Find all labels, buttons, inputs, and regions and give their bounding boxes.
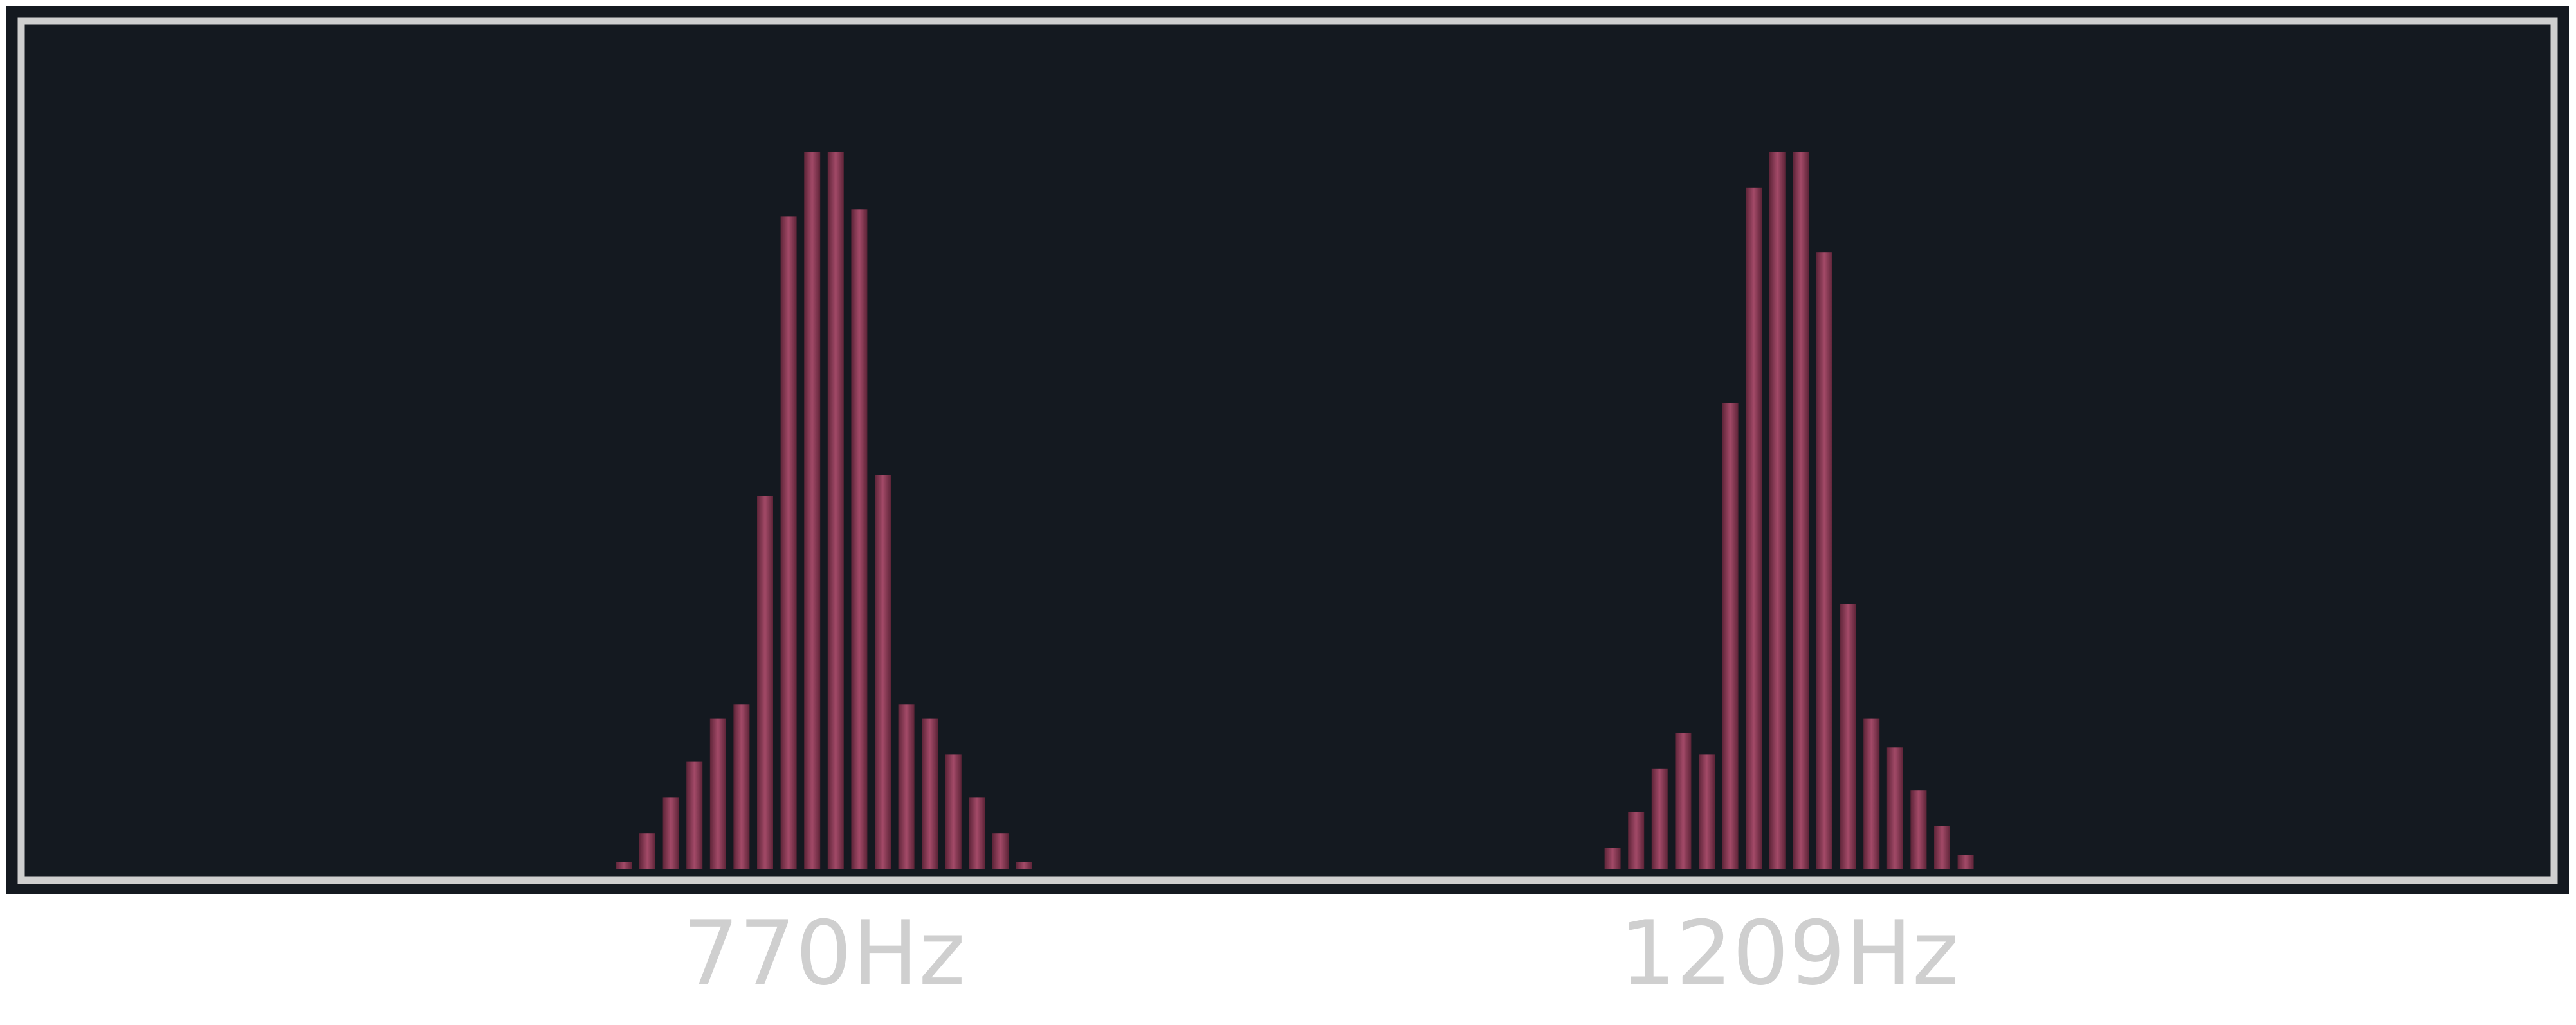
spectrum-bar bbox=[1840, 604, 1856, 869]
spectrum-bar bbox=[1769, 152, 1786, 869]
spectrum-bar bbox=[1746, 187, 1762, 869]
spectrum-bar bbox=[1675, 733, 1692, 869]
spectrum-bar bbox=[1699, 754, 1715, 869]
peak-labels: 770Hz 1209Hz bbox=[682, 902, 1959, 1005]
spectrum-bar bbox=[1934, 826, 1950, 869]
spectrum-bar bbox=[851, 209, 868, 869]
spectrum-bar bbox=[1793, 152, 1809, 869]
spectrum-bar bbox=[709, 718, 726, 869]
spectrum-bar bbox=[827, 152, 844, 869]
peak-frequency-label: 770Hz bbox=[682, 902, 965, 1005]
spectrum-bar bbox=[945, 754, 962, 869]
spectrum-bar bbox=[992, 833, 1009, 869]
spectrum-bar bbox=[757, 496, 773, 869]
spectrum-bar bbox=[1863, 718, 1880, 869]
spectrum-bar bbox=[969, 797, 985, 869]
spectrum-bar bbox=[780, 216, 797, 869]
spectrum-bar bbox=[733, 704, 750, 869]
bars-layer bbox=[616, 152, 1974, 869]
spectrum-bar bbox=[875, 475, 891, 869]
spectrum-bar bbox=[1910, 790, 1927, 869]
spectrum-bar bbox=[639, 833, 655, 869]
spectrum-bar bbox=[922, 718, 938, 869]
spectrum-bar bbox=[616, 862, 632, 869]
spectrum-bar bbox=[662, 797, 679, 869]
spectrum-bar bbox=[686, 761, 703, 869]
spectrum-bar bbox=[898, 704, 915, 869]
spectrum-bar bbox=[1016, 862, 1032, 869]
spectrum-bar bbox=[1816, 252, 1832, 869]
spectrum-bar bbox=[804, 152, 821, 869]
spectrum-bar bbox=[1957, 855, 1974, 869]
peak-frequency-label: 1209Hz bbox=[1620, 902, 1959, 1005]
spectrum-bar bbox=[1886, 747, 1903, 869]
spectrum-bar bbox=[1722, 403, 1739, 869]
plot-area-border bbox=[17, 17, 2558, 884]
spectrum-bar bbox=[1604, 848, 1621, 869]
spectrum-bar bbox=[1651, 768, 1668, 869]
spectrum-bar bbox=[1628, 812, 1645, 869]
